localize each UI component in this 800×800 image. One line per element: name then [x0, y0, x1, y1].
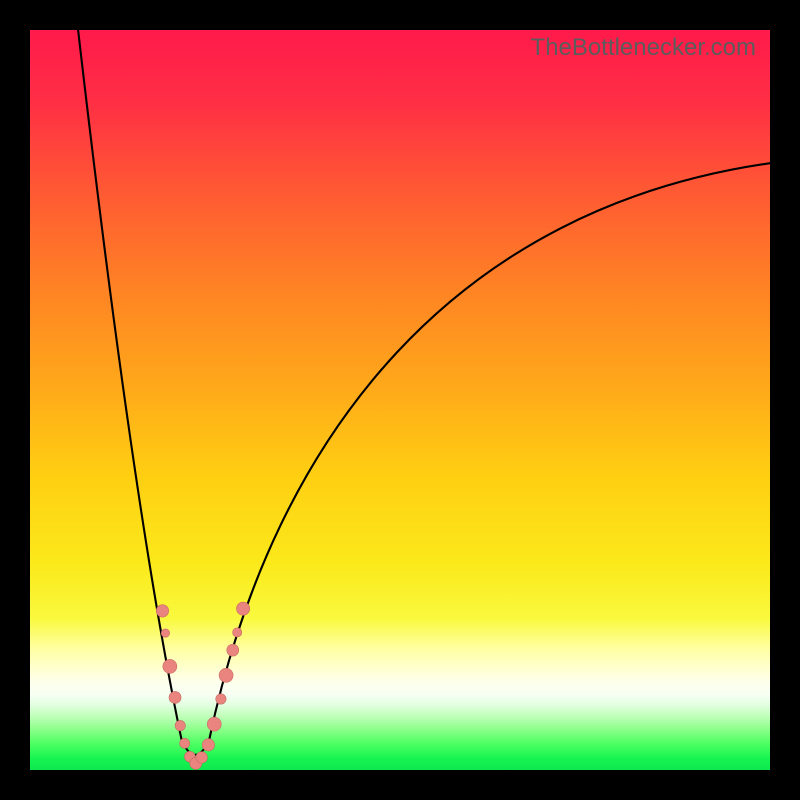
data-marker: [180, 738, 190, 748]
data-marker: [161, 629, 169, 637]
data-marker: [175, 720, 185, 730]
data-marker: [163, 659, 177, 673]
bottleneck-curve: [78, 30, 770, 755]
data-marker: [156, 605, 168, 617]
data-marker: [169, 691, 181, 703]
data-marker: [207, 717, 221, 731]
data-marker: [219, 668, 233, 682]
data-marker: [233, 628, 242, 637]
curve-layer: [30, 30, 770, 770]
chart-frame: TheBottlenecker.com: [0, 0, 800, 800]
watermark-text: TheBottlenecker.com: [531, 34, 756, 62]
data-marker: [227, 644, 239, 656]
data-marker: [237, 602, 250, 615]
plot-area: [30, 30, 770, 770]
data-marker: [202, 739, 214, 751]
data-marker: [196, 752, 208, 764]
data-marker: [216, 694, 226, 704]
